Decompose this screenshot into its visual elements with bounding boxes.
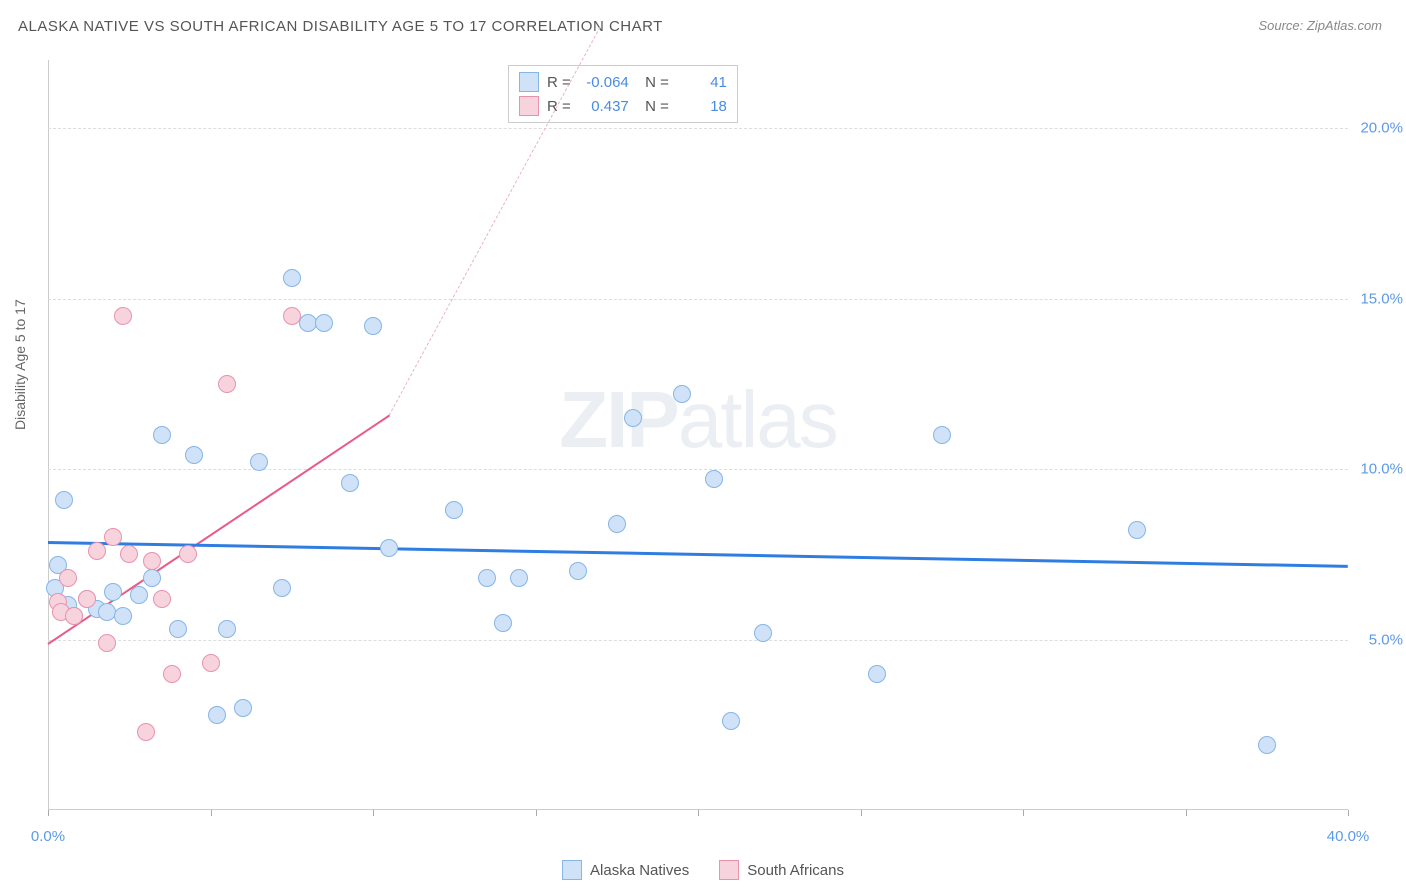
x-tick-label: 40.0% xyxy=(1327,828,1370,845)
n-label: N = xyxy=(637,74,669,91)
data-point-series1 xyxy=(868,665,886,683)
data-point-series1 xyxy=(234,699,252,717)
source-attribution: Source: ZipAtlas.com xyxy=(1258,18,1382,33)
x-tick xyxy=(861,810,862,816)
data-point-series1 xyxy=(55,491,73,509)
data-point-series2 xyxy=(202,654,220,672)
x-tick xyxy=(536,810,537,816)
x-tick xyxy=(48,810,49,816)
y-axis-line xyxy=(48,60,49,810)
data-point-series1 xyxy=(608,515,626,533)
gridline xyxy=(48,128,1348,129)
swatch-series1 xyxy=(519,72,539,92)
gridline xyxy=(48,299,1348,300)
data-point-series1 xyxy=(130,586,148,604)
data-point-series1 xyxy=(143,569,161,587)
data-point-series1 xyxy=(569,562,587,580)
y-tick-label: 15.0% xyxy=(1360,290,1403,307)
trend-line xyxy=(48,541,1348,568)
data-point-series1 xyxy=(341,474,359,492)
data-point-series1 xyxy=(510,569,528,587)
data-point-series2 xyxy=(59,569,77,587)
trend-line xyxy=(389,26,601,415)
data-point-series2 xyxy=(65,607,83,625)
data-point-series2 xyxy=(218,375,236,393)
data-point-series2 xyxy=(283,307,301,325)
swatch-series2 xyxy=(519,96,539,116)
data-point-series2 xyxy=(137,723,155,741)
data-point-series1 xyxy=(98,603,116,621)
x-tick xyxy=(373,810,374,816)
data-point-series1 xyxy=(1258,736,1276,754)
legend-item-series2: South Africans xyxy=(719,860,844,880)
x-tick xyxy=(698,810,699,816)
data-point-series1 xyxy=(380,539,398,557)
data-point-series2 xyxy=(120,545,138,563)
x-tick xyxy=(211,810,212,816)
stats-legend-box: R = -0.064 N = 41 R = 0.437 N = 18 xyxy=(508,65,738,123)
data-point-series1 xyxy=(1128,521,1146,539)
data-point-series2 xyxy=(163,665,181,683)
data-point-series1 xyxy=(722,712,740,730)
data-point-series2 xyxy=(114,307,132,325)
data-point-series2 xyxy=(143,552,161,570)
r-value-series2: 0.437 xyxy=(579,98,629,115)
r-value-series1: -0.064 xyxy=(579,74,629,91)
data-point-series1 xyxy=(673,385,691,403)
plot-area: ZIPatlas R = -0.064 N = 41 R = 0.437 N =… xyxy=(48,60,1348,810)
data-point-series1 xyxy=(933,426,951,444)
stats-row-series2: R = 0.437 N = 18 xyxy=(519,94,727,118)
bottom-legend: Alaska Natives South Africans xyxy=(562,860,844,880)
data-point-series1 xyxy=(153,426,171,444)
x-tick-label: 0.0% xyxy=(31,828,65,845)
data-point-series1 xyxy=(169,620,187,638)
data-point-series1 xyxy=(315,314,333,332)
watermark-bold: ZIP xyxy=(559,375,677,464)
y-tick-label: 10.0% xyxy=(1360,461,1403,478)
data-point-series1 xyxy=(754,624,772,642)
n-value-series2: 18 xyxy=(677,98,727,115)
x-tick xyxy=(1348,810,1349,816)
data-point-series1 xyxy=(494,614,512,632)
x-tick xyxy=(1023,810,1024,816)
gridline xyxy=(48,640,1348,641)
stats-row-series1: R = -0.064 N = 41 xyxy=(519,70,727,94)
n-label: N = xyxy=(637,98,669,115)
watermark: ZIPatlas xyxy=(559,374,836,466)
data-point-series1 xyxy=(445,501,463,519)
data-point-series2 xyxy=(78,590,96,608)
legend-swatch-series2 xyxy=(719,860,739,880)
data-point-series1 xyxy=(364,317,382,335)
data-point-series1 xyxy=(218,620,236,638)
data-point-series2 xyxy=(98,634,116,652)
x-tick xyxy=(1186,810,1187,816)
legend-item-series1: Alaska Natives xyxy=(562,860,689,880)
n-value-series1: 41 xyxy=(677,74,727,91)
data-point-series1 xyxy=(705,470,723,488)
data-point-series1 xyxy=(478,569,496,587)
legend-label-series1: Alaska Natives xyxy=(590,862,689,879)
legend-swatch-series1 xyxy=(562,860,582,880)
data-point-series1 xyxy=(114,607,132,625)
data-point-series1 xyxy=(624,409,642,427)
data-point-series1 xyxy=(273,579,291,597)
data-point-series2 xyxy=(104,528,122,546)
data-point-series2 xyxy=(88,542,106,560)
data-point-series1 xyxy=(283,269,301,287)
y-tick-label: 20.0% xyxy=(1360,120,1403,137)
data-point-series1 xyxy=(208,706,226,724)
legend-label-series2: South Africans xyxy=(747,862,844,879)
data-point-series2 xyxy=(153,590,171,608)
chart-title: ALASKA NATIVE VS SOUTH AFRICAN DISABILIT… xyxy=(18,18,663,35)
data-point-series1 xyxy=(250,453,268,471)
data-point-series1 xyxy=(185,446,203,464)
y-tick-label: 5.0% xyxy=(1369,631,1403,648)
data-point-series2 xyxy=(179,545,197,563)
gridline xyxy=(48,469,1348,470)
watermark-rest: atlas xyxy=(678,375,837,464)
y-axis-title: Disability Age 5 to 17 xyxy=(12,299,28,430)
data-point-series1 xyxy=(104,583,122,601)
